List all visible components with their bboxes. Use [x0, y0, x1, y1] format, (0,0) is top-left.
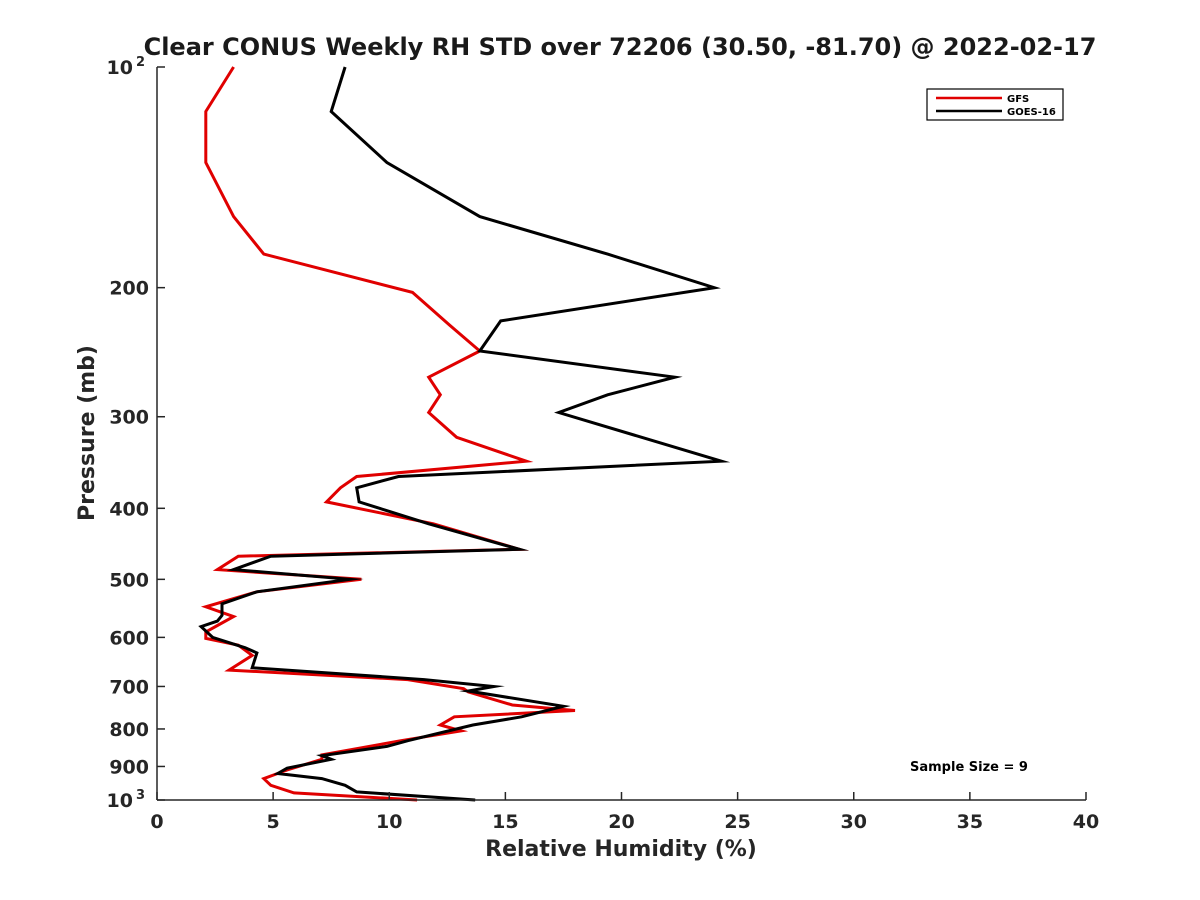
legend-label: GFS	[1007, 94, 1029, 105]
legend-entries: GFS GOES-16	[936, 94, 1056, 118]
y-axis-label: Pressure (mb)	[75, 345, 100, 521]
legend: GFS GOES-16	[926, 88, 1064, 121]
y-tick-label: 800	[109, 719, 149, 741]
y-tick-label: 600	[109, 627, 149, 649]
x-tick-label: 15	[492, 811, 518, 833]
x-tick-label: 5	[267, 811, 280, 833]
x-tick-label: 35	[957, 811, 983, 833]
legend-box	[926, 88, 1064, 121]
sample-size-annotation: Sample Size = 9	[910, 760, 1028, 775]
plot-area: 0 5 10 15 20 25 30 35 40 10 220030040050060070080…	[107, 55, 1100, 833]
y-tick-exponent: 2	[136, 55, 145, 70]
y-tick-label: 300	[109, 407, 149, 429]
y-tick-label: 10	[107, 57, 133, 79]
y-tick-label: 200	[109, 278, 149, 300]
x-tick-label: 25	[724, 811, 750, 833]
y-tick-label: 500	[109, 569, 149, 591]
x-tick-label: 40	[1073, 811, 1099, 833]
x-tick-label: 30	[841, 811, 867, 833]
y-tick-label: 400	[109, 498, 149, 520]
legend-label: GOES-16	[1007, 107, 1056, 118]
x-tick-label: 20	[608, 811, 634, 833]
x-tick-label: 0	[150, 811, 163, 833]
series-layer	[198, 66, 731, 802]
y-tick-label: 700	[109, 676, 149, 698]
plot-background	[157, 67, 1086, 800]
y-tick-exponent: 3	[136, 788, 145, 803]
x-tick-label: 10	[376, 811, 402, 833]
x-ticks: 0 5 10 15 20 25 30 35 40	[150, 792, 1099, 833]
x-axis-label: Relative Humidity (%)	[485, 837, 757, 862]
y-tick-label: 10	[107, 790, 133, 812]
series-line-goes-16	[198, 66, 731, 802]
chart-title: Clear CONUS Weekly RH STD over 72206 (30…	[144, 33, 1097, 61]
y-tick-label: 900	[109, 756, 149, 778]
